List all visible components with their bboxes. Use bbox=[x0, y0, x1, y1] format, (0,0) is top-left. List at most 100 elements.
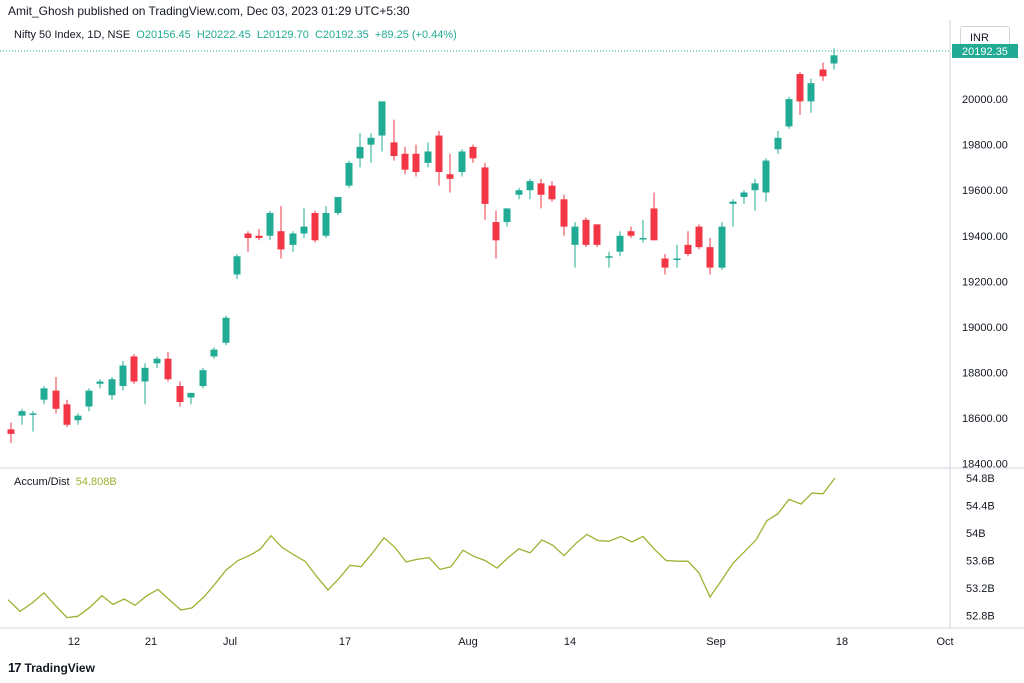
candle-body bbox=[458, 151, 466, 172]
candle bbox=[390, 119, 398, 161]
candle bbox=[605, 251, 613, 268]
candle-body bbox=[537, 183, 545, 195]
candle-body bbox=[503, 208, 511, 223]
time-tick-label: Oct bbox=[936, 636, 953, 648]
candle bbox=[210, 347, 218, 359]
candle bbox=[176, 381, 184, 407]
candle-body bbox=[187, 392, 195, 398]
candle bbox=[345, 160, 353, 188]
candle-body bbox=[435, 135, 443, 172]
candle-body bbox=[684, 244, 692, 254]
candle-body bbox=[199, 370, 207, 387]
candle bbox=[458, 149, 466, 177]
candle bbox=[29, 411, 37, 432]
candle bbox=[492, 210, 500, 259]
symbol-name: Nifty 50 Index, 1D, NSE bbox=[14, 29, 131, 41]
candle bbox=[401, 146, 409, 175]
close-value: C20192.35 bbox=[314, 29, 369, 41]
candle-body bbox=[52, 390, 60, 409]
candle-body bbox=[706, 247, 714, 268]
candle-body bbox=[153, 358, 161, 364]
candle bbox=[300, 208, 308, 239]
open-value: O20156.45 bbox=[136, 29, 191, 41]
candle bbox=[673, 244, 681, 268]
candle bbox=[830, 48, 838, 70]
publish-header: Amit_Ghosh published on TradingView.com,… bbox=[8, 4, 410, 18]
price-tick-label: 19800.00 bbox=[962, 140, 1008, 152]
candle-body bbox=[412, 153, 420, 172]
price-tick-label: 18800.00 bbox=[962, 367, 1008, 379]
candle bbox=[469, 144, 477, 163]
candle bbox=[322, 206, 330, 239]
candle-body bbox=[130, 356, 138, 382]
candle-body bbox=[446, 174, 454, 179]
candle-body bbox=[650, 208, 658, 241]
candle bbox=[424, 142, 432, 168]
candle bbox=[526, 178, 534, 200]
candle-body bbox=[176, 386, 184, 403]
candle bbox=[108, 376, 116, 400]
candle-body bbox=[277, 231, 285, 250]
candle-body bbox=[96, 381, 104, 384]
candle bbox=[222, 315, 230, 346]
candle bbox=[807, 78, 815, 113]
time-tick-label: Sep bbox=[706, 636, 726, 648]
candle-body bbox=[244, 233, 252, 239]
tradingview-logo-mark: 17 bbox=[8, 660, 22, 675]
candle bbox=[762, 158, 770, 202]
candle-body bbox=[401, 153, 409, 170]
candle-body bbox=[108, 379, 116, 396]
candle-body bbox=[266, 212, 274, 236]
price-tick-label: 19400.00 bbox=[962, 231, 1008, 243]
candle bbox=[571, 222, 579, 268]
candle-body bbox=[29, 413, 37, 415]
tradingview-logo-text: TradingView bbox=[24, 660, 95, 675]
candle-body bbox=[390, 142, 398, 157]
candle-body bbox=[164, 358, 172, 380]
candle bbox=[616, 231, 624, 257]
candle-body bbox=[18, 411, 26, 416]
candle bbox=[164, 351, 172, 382]
price-tick-label: 18600.00 bbox=[962, 413, 1008, 425]
candle bbox=[774, 130, 782, 154]
ad-tick-label: 54.8B bbox=[966, 473, 995, 485]
candle bbox=[7, 422, 15, 444]
candle bbox=[503, 208, 511, 227]
time-tick-label: 12 bbox=[68, 636, 80, 648]
price-tick-label: 20000.00 bbox=[962, 94, 1008, 106]
candle-body bbox=[571, 226, 579, 245]
time-tick-label: 14 bbox=[564, 636, 576, 648]
time-tick-label: 18 bbox=[836, 636, 848, 648]
tradingview-logo[interactable]: 17 TradingView bbox=[8, 660, 95, 675]
indicator-name: Accum/Dist bbox=[14, 476, 70, 488]
candle-body bbox=[740, 192, 748, 198]
candle-body bbox=[695, 226, 703, 248]
candle bbox=[356, 133, 364, 168]
candle bbox=[63, 399, 71, 428]
candle bbox=[141, 363, 149, 405]
candle bbox=[52, 376, 60, 414]
high-value: H20222.45 bbox=[196, 29, 251, 41]
candle bbox=[661, 253, 669, 275]
candle bbox=[412, 144, 420, 177]
price-tick-label: 19000.00 bbox=[962, 322, 1008, 334]
candle bbox=[582, 217, 590, 248]
candle bbox=[18, 408, 26, 425]
candle-body bbox=[141, 367, 149, 382]
candle-body bbox=[469, 146, 477, 159]
time-tick-label: Jul bbox=[223, 636, 237, 648]
candle bbox=[40, 386, 48, 405]
candle-body bbox=[300, 226, 308, 234]
candle-body bbox=[311, 212, 319, 241]
candle bbox=[650, 192, 658, 241]
candle bbox=[244, 231, 252, 252]
candle-body bbox=[762, 160, 770, 193]
currency-button[interactable]: INR bbox=[960, 26, 1010, 48]
candle bbox=[729, 199, 737, 227]
candle-body bbox=[378, 101, 386, 136]
indicator-legend: Accum/Dist 54.808B bbox=[14, 476, 117, 488]
candle bbox=[785, 96, 793, 129]
candle-body bbox=[63, 404, 71, 425]
candle bbox=[435, 130, 443, 186]
